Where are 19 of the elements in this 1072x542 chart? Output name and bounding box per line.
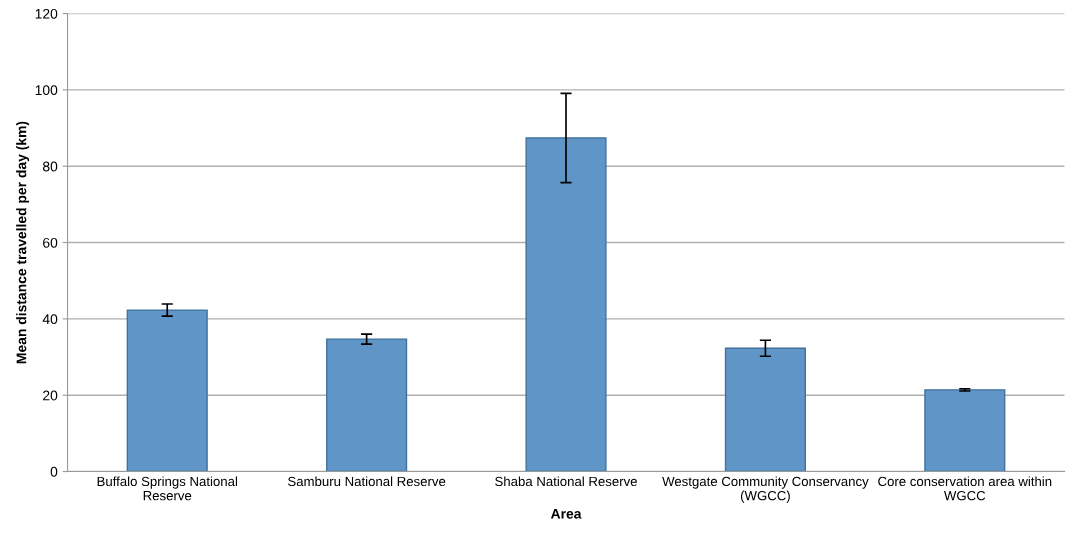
y-tick-label: 60 <box>43 237 58 248</box>
x-tick-label: Samburu National Reserve <box>288 476 446 487</box>
y-tick-label: 20 <box>43 390 58 401</box>
bar <box>924 389 1006 472</box>
y-axis-title: Mean distance travelled per day (km) <box>16 121 30 364</box>
y-tick-label: 80 <box>42 161 58 172</box>
bar <box>525 137 607 472</box>
bar <box>326 338 408 472</box>
x-tick-label: Westgate Community Conservancy (WGCC) <box>662 476 869 503</box>
y-tick-label: 40 <box>42 314 58 325</box>
x-axis-title: Area <box>550 508 582 519</box>
bar <box>126 309 208 472</box>
y-tick-label: 0 <box>50 466 58 477</box>
bar <box>724 347 806 472</box>
y-tick-label: 120 <box>35 8 58 19</box>
x-tick-label: Buffalo Springs National Reserve <box>97 476 238 501</box>
x-tick-label: Shaba National Reserve <box>495 476 637 487</box>
y-tick-label: 100 <box>35 85 58 96</box>
x-tick-label: Core conservation area within WGCC <box>878 476 1052 501</box>
